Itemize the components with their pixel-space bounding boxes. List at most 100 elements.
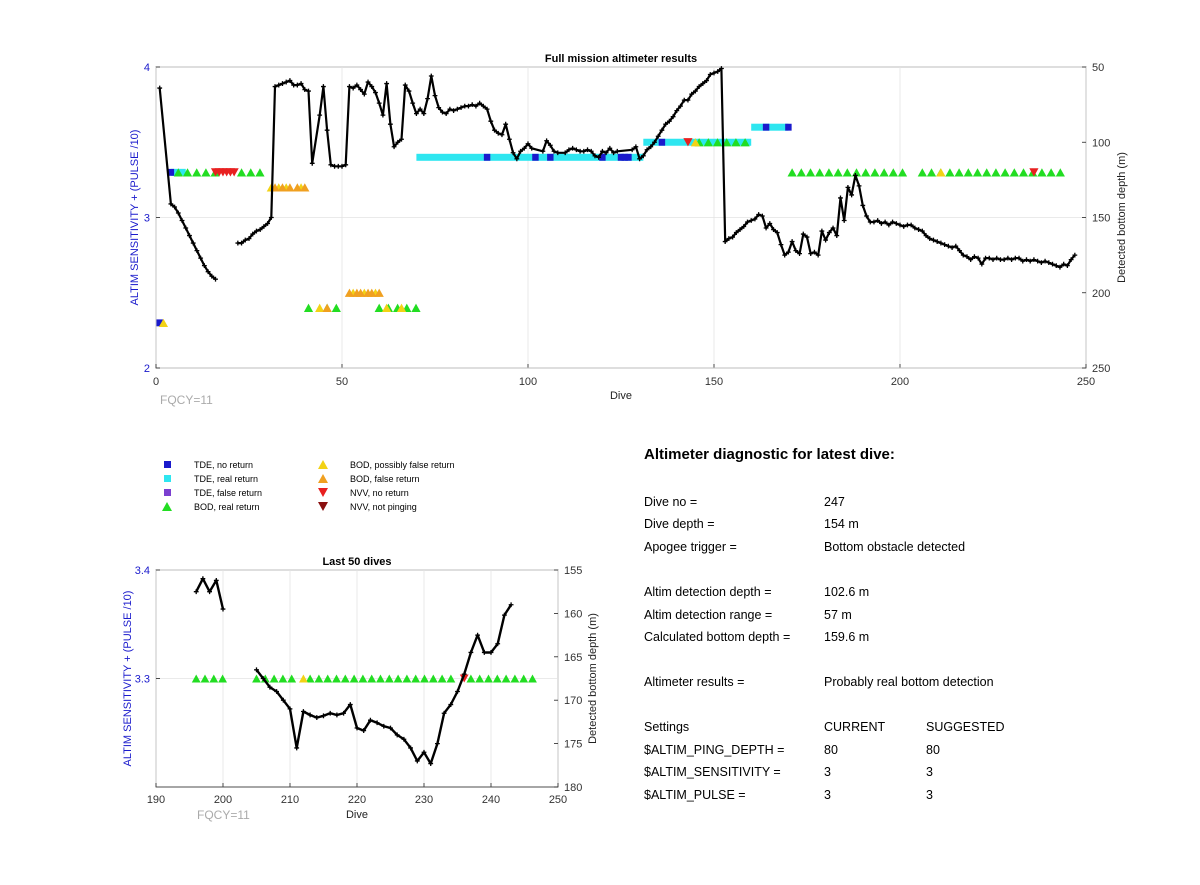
detection-depth-label: Altim detection depth =	[644, 585, 772, 599]
bottom-depth-point	[287, 78, 293, 83]
bottom-depth-point	[388, 725, 393, 731]
nvv-marker	[459, 674, 469, 683]
bottom-depth-point	[395, 139, 401, 145]
bottom-depth-point	[481, 650, 487, 655]
bottom-depth-point	[581, 148, 587, 154]
bod-marker	[303, 303, 314, 312]
bottom-depth-point	[849, 192, 855, 198]
legend-item: NVV, no return	[316, 486, 409, 499]
bottom-depth-point	[1024, 257, 1029, 263]
tde-marker	[599, 153, 606, 161]
bod-marker	[396, 303, 407, 312]
bottom-depth-point	[864, 213, 869, 219]
bottom-depth-point	[871, 219, 877, 225]
bod-marker	[209, 674, 219, 683]
bod-marker	[201, 168, 211, 177]
bottom-depth-point	[689, 91, 695, 97]
detection-range-label: Altim detection range =	[644, 608, 773, 622]
altimeter-diagnostic-panel: Altimeter diagnostic for latest dive: Di…	[644, 446, 1164, 816]
legend-label: NVV, not pinging	[350, 501, 417, 512]
legend-symbol	[160, 458, 174, 471]
nvv-marker	[683, 138, 693, 147]
bod-marker	[277, 183, 288, 192]
bottom-depth-point	[454, 106, 460, 112]
chart-title: Last 50 dives	[322, 556, 391, 568]
bod-marker	[528, 674, 537, 683]
bod-marker	[501, 674, 511, 683]
bottom-depth-point	[968, 257, 974, 263]
bottom-depth-point	[815, 252, 821, 258]
bottom-depth-point	[477, 100, 483, 106]
bottom-depth-point	[280, 81, 285, 86]
bottom-depth-point	[334, 712, 340, 718]
bottom-depth-point	[856, 183, 862, 189]
legend-item: BOD, real return	[160, 500, 260, 513]
legend-symbol	[160, 472, 174, 485]
bottom-depth-point	[570, 145, 576, 151]
bod-marker	[292, 183, 302, 192]
bottom-depth-point	[1001, 257, 1007, 263]
bottom-depth-point	[793, 248, 799, 254]
bottom-depth-point	[748, 218, 754, 223]
bottom-depth-point	[254, 228, 259, 234]
bod-marker	[278, 674, 288, 683]
bottom-depth-point	[704, 78, 709, 83]
bottom-depth-point	[838, 195, 843, 201]
bottom-depth-point	[1046, 260, 1052, 266]
bod-marker	[340, 674, 350, 683]
y-right-tick-label: 250	[1092, 363, 1110, 375]
bod-marker	[945, 168, 955, 177]
bottom-depth-point	[365, 79, 371, 85]
dive-depth-value: 154 m	[824, 517, 859, 531]
bottom-depth-point	[648, 144, 654, 150]
bod-marker	[787, 168, 797, 177]
detection-range-value: 57 m	[824, 608, 852, 622]
bottom-depth-point	[402, 82, 408, 88]
bottom-depth-point	[786, 249, 791, 255]
bod-marker	[376, 674, 385, 683]
bottom-depth-point	[614, 148, 620, 154]
bottom-depth-point	[782, 252, 788, 258]
bod-marker	[331, 303, 341, 312]
bottom-depth-point	[502, 612, 507, 618]
bottom-depth-point	[408, 745, 413, 751]
bottom-depth-point	[945, 243, 951, 249]
bottom-depth-point	[209, 273, 215, 279]
nvv-marker	[229, 168, 239, 177]
bottom-depth-point	[756, 212, 762, 217]
bottom-depth-point	[566, 147, 572, 153]
setting-suggested: 3	[926, 765, 933, 779]
bottom-depth-point	[964, 254, 970, 260]
legend-item: TDE, false return	[160, 486, 262, 499]
bottom-depth-point	[555, 150, 561, 156]
x-tick-label: 190	[147, 794, 165, 806]
bottom-depth-point	[1053, 263, 1059, 269]
last-50-dives-chart: 190 200 210 220 230 240 250 3.3 3.4 155 160 165 170 1…	[122, 556, 599, 822]
bottom-depth-point	[343, 162, 349, 168]
bottom-depth-point	[306, 88, 311, 94]
bod-marker	[446, 674, 456, 683]
bod-marker	[824, 168, 834, 177]
bod-marker	[437, 674, 447, 683]
bottom-depth-point	[401, 736, 407, 742]
tde-marker	[625, 153, 632, 161]
bottom-depth-point	[923, 233, 929, 238]
legend-label: TDE, no return	[194, 459, 254, 470]
bottom-depth-point	[741, 224, 747, 229]
bottom-depth-point	[354, 725, 360, 731]
bod-marker	[796, 168, 806, 177]
bottom-depth-point	[451, 108, 456, 114]
bottom-depth-point	[508, 602, 514, 608]
setting-current: 3	[824, 765, 831, 779]
bottom-depth-point	[447, 106, 453, 112]
bottom-depth-point	[841, 218, 847, 223]
bottom-depth-point	[886, 222, 892, 228]
bottom-depth-point	[1016, 255, 1022, 261]
apogee-row: Apogee trigger = Bottom obstacle detecte…	[644, 540, 1164, 558]
bottom-depth-point	[488, 118, 494, 124]
bottom-depth-point	[280, 697, 286, 703]
bottom-depth-point	[804, 234, 810, 240]
bottom-depth-point	[435, 741, 440, 746]
y-right-axis-label: Detected bottom depth (m)	[587, 613, 599, 744]
bottom-depth-point	[719, 66, 724, 71]
